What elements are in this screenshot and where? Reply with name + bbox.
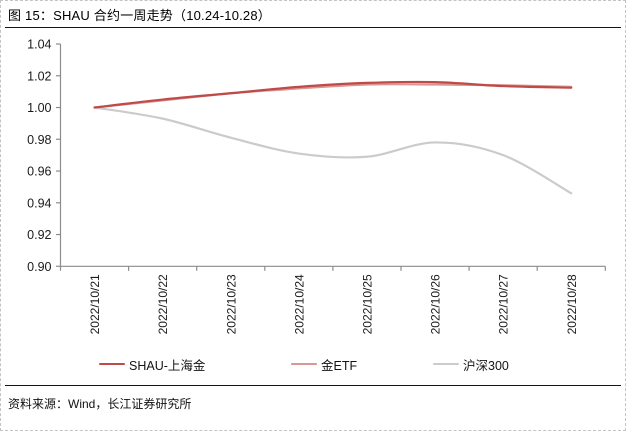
y-tick-label: 0.90 xyxy=(27,260,51,274)
legend-item-gold-etf: 金ETF xyxy=(291,355,357,373)
x-tick-label: 2022/10/27 xyxy=(497,274,511,334)
title-divider xyxy=(5,27,621,28)
legend-label-gold-etf: 金ETF xyxy=(321,358,358,373)
legend-label-hs300: 沪深300 xyxy=(463,358,509,373)
figure-title: 图 15：SHAU 合约一周走势（10.24-10.28） xyxy=(8,8,271,23)
y-tick-label: 0.96 xyxy=(27,165,51,179)
series-line-1 xyxy=(93,83,573,109)
legend-label-shau: SHAU-上海金 xyxy=(129,358,206,373)
legend-swatch-gold-etf xyxy=(291,362,317,366)
line-chart: 1.04 1.02 1.00 0.98 0.96 0.94 0.92 0.90 2022/10/… xyxy=(27,38,606,334)
x-tick-label: 2022/10/22 xyxy=(156,274,170,334)
x-tick-label: 2022/10/24 xyxy=(292,274,306,334)
x-tick-label: 2022/10/21 xyxy=(88,274,102,334)
y-tick-label: 0.92 xyxy=(27,228,51,242)
x-tick-label: 2022/10/23 xyxy=(224,274,238,334)
y-tick-label: 1.04 xyxy=(27,38,51,52)
y-tick-label: 0.98 xyxy=(27,133,51,147)
y-tick-label: 0.94 xyxy=(27,196,51,210)
legend-swatch-hs300 xyxy=(433,362,459,366)
source-divider xyxy=(5,385,621,386)
source-note: 资料来源：Wind，长江证券研究所 xyxy=(8,397,192,411)
series-line-0 xyxy=(93,80,573,109)
legend-swatch-shau xyxy=(99,362,125,366)
legend-item-hs300: 沪深300 xyxy=(433,355,509,373)
chart-legend: SHAU-上海金 金ETF 沪深300 xyxy=(1,355,625,373)
x-tick-label: 2022/10/26 xyxy=(429,274,443,334)
y-tick-label: 1.00 xyxy=(27,101,51,115)
axis-lines xyxy=(59,44,606,267)
legend-item-shau: SHAU-上海金 xyxy=(99,355,205,373)
x-tick-label: 2022/10/25 xyxy=(360,274,374,334)
x-tick-label: 2022/10/28 xyxy=(565,274,579,334)
series-line-2 xyxy=(93,106,573,195)
y-tick-label: 1.02 xyxy=(27,69,51,83)
